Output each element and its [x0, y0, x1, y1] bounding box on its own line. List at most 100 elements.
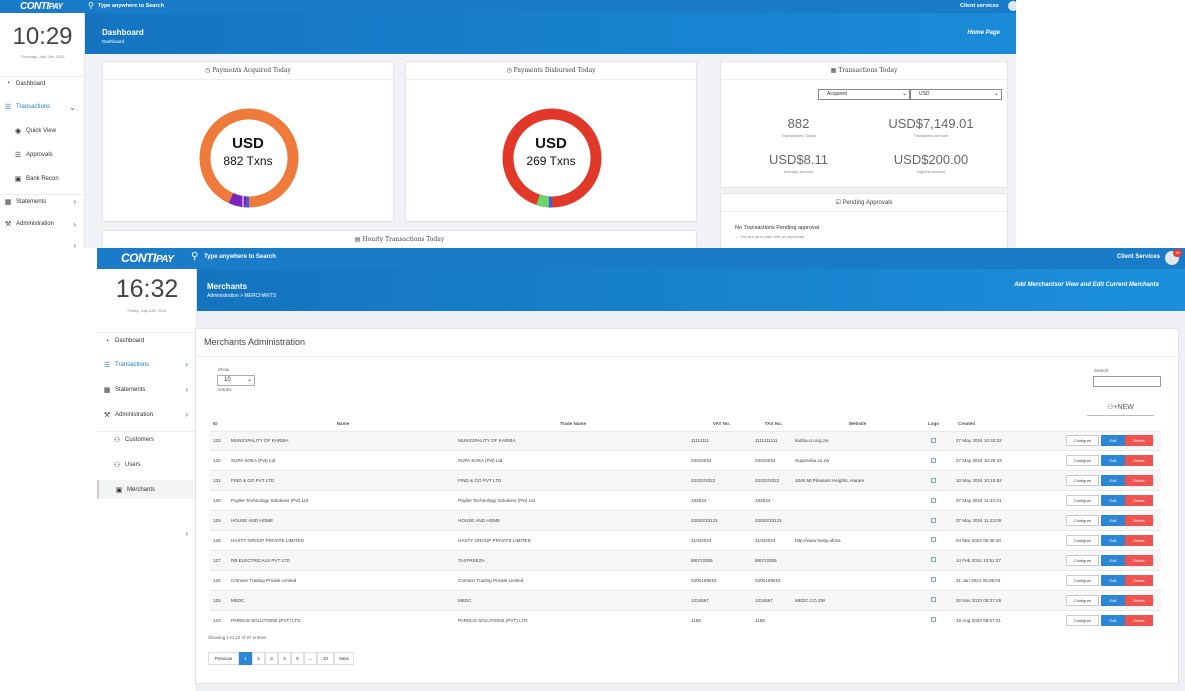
sidebar-item-bank-recon[interactable]: ▣ Bank Recon [14, 176, 59, 183]
page-1[interactable]: 1 [239, 652, 252, 665]
edit-button[interactable]: Edit [1101, 594, 1125, 606]
new-merchant-button[interactable]: ⚇+NEW [1087, 400, 1154, 416]
edit-button[interactable]: Edit [1101, 455, 1125, 467]
edit-button[interactable]: Edit [1101, 475, 1125, 487]
cell-name: MUNICIPALITY OF KARIBA [228, 430, 455, 451]
delete-button[interactable]: Delete [1125, 475, 1153, 487]
configure-button[interactable]: Configure [1066, 515, 1099, 526]
col-created[interactable]: Created [958, 421, 976, 427]
configure-button[interactable]: Configure [1066, 455, 1099, 467]
edit-button[interactable]: Edit [1101, 534, 1125, 546]
cell-created: 14 Feb 2024 10:51:27 [944, 549, 1046, 571]
delete-button[interactable]: Delete [1125, 534, 1153, 546]
page-next[interactable]: Next [334, 652, 354, 665]
edit-button[interactable]: Edit [1101, 614, 1125, 626]
col-website[interactable]: Website [848, 421, 867, 427]
sidebar-item-merchants[interactable]: ▣ Merchants [97, 480, 196, 499]
client-services-link[interactable]: Client services [960, 3, 999, 9]
col-vat[interactable]: VAT No. [712, 421, 731, 427]
panel-title: ◷ Payments Acquired Today [103, 62, 393, 80]
configure-button[interactable]: Configure [1066, 495, 1099, 507]
col-name[interactable]: Name [336, 421, 350, 427]
sidebar-item-dashboard[interactable]: ◔ Dashboard [0, 76, 84, 90]
col-logo[interactable]: Logo [927, 421, 940, 427]
page-5[interactable]: 5 [291, 652, 304, 665]
avatar[interactable] [1008, 1, 1016, 11]
page-4[interactable]: 4 [278, 652, 291, 665]
edit-button[interactable]: Edit [1101, 435, 1125, 447]
chevron-right-icon: › [73, 219, 76, 229]
list-icon: ☰ [103, 361, 111, 369]
sidebar-item-transactions[interactable]: ☰ Transactions ⌄ [4, 102, 76, 112]
configure-button[interactable]: Configure [1066, 475, 1099, 487]
sidebar-item-customers[interactable]: ⚇ Customers [97, 431, 196, 448]
sidebar-item-users[interactable]: ⚇ Users [113, 461, 141, 469]
edit-button[interactable]: Edit [1101, 574, 1125, 586]
client-services-link[interactable]: Client Services [1117, 254, 1161, 260]
pending-approvals-panel: ☑ Pending Approvals No Transactions Pend… [720, 193, 1008, 248]
sidebar-item-administration[interactable]: ⚒ Administration › [103, 410, 188, 419]
currency-select[interactable]: USD ⌄ [910, 89, 1002, 100]
cell-created: 18 Aug 2023 09:57:21 [944, 609, 1046, 630]
chevron-right-icon: › [185, 360, 188, 369]
stat-amount: USD$7,149.01 Transacted Amount [888, 116, 974, 138]
delete-button[interactable]: Delete [1125, 515, 1153, 526]
page-10[interactable]: 10 [317, 652, 334, 665]
configure-button[interactable]: Configure [1066, 574, 1099, 586]
configure-button[interactable]: Configure [1066, 614, 1099, 626]
col-trade-name[interactable]: Trade Name [559, 421, 587, 427]
configure-button[interactable]: Configure [1066, 534, 1099, 546]
search-input[interactable]: Type anywhere to Search [98, 3, 164, 9]
sidebar-item-approvals[interactable]: ☰ Approvals [14, 152, 53, 159]
configure-button[interactable]: Configure [1066, 435, 1099, 447]
delete-button[interactable]: Delete [1125, 435, 1153, 447]
sidebar-item-statements[interactable]: ▦ Statements › [0, 194, 84, 208]
cell-name: RB ELECTRICALS PVT LTD [228, 549, 455, 571]
disbursed-txns: 269 Txns [526, 154, 576, 168]
sidebar: 16:32 Friday, July 12th 2024 ◔ Dashboard … [97, 269, 197, 691]
cell-trade-name: PARDUS SOLUTIONS (PVT) LTD [455, 609, 688, 630]
page-previous[interactable]: Previous [208, 652, 239, 665]
sidebar-item-administration[interactable]: ⚒ Administration › [4, 219, 76, 229]
search-icon[interactable]: ⚲ [191, 251, 199, 262]
configure-button[interactable]: Configure [1066, 594, 1099, 606]
edit-button[interactable]: Edit [1101, 515, 1125, 526]
entries-select[interactable]: 10 ⌄ [217, 375, 255, 386]
edit-button[interactable]: Edit [1101, 554, 1125, 566]
pending-text: No Transactions Pending approval [735, 225, 820, 231]
cell-trade-name: MUNICIPALITY OF KARIBA [455, 430, 688, 451]
clock-date: Friday, July 12th 2024 [127, 308, 167, 313]
delete-button[interactable]: Delete [1125, 594, 1153, 606]
sidebar-item-transactions[interactable]: ☰ Transactions › [103, 360, 188, 369]
delete-button[interactable]: Delete [1125, 614, 1153, 626]
sidebar-item-quick-view[interactable]: ◉ Quick View [14, 128, 56, 135]
page-3[interactable]: 3 [265, 652, 278, 665]
col-tax[interactable]: TAX No. [764, 421, 783, 427]
home-page-link[interactable]: Home Page [967, 30, 1000, 36]
cell-tax: 31042023 [752, 529, 792, 551]
configure-button[interactable]: Configure [1066, 554, 1099, 566]
cell-vat: 1195 [688, 609, 752, 630]
page-2[interactable]: 2 [252, 652, 265, 665]
cell-website [792, 569, 920, 591]
delete-button[interactable]: Delete [1125, 455, 1153, 467]
transactions-today-panel: ▦ Transactions Today Acquired ⌄ USD ⌄ 882 T… [720, 61, 1008, 188]
delete-button[interactable]: Delete [1125, 554, 1153, 566]
search-input[interactable]: Type anywhere to Search [204, 254, 276, 260]
col-id[interactable]: ID [213, 421, 218, 427]
delete-button[interactable]: Delete [1125, 574, 1153, 586]
table-search-input[interactable] [1093, 376, 1161, 387]
cell-created: 04 Mar 2024 06:36:40 [944, 529, 1046, 551]
sidebar-item-statements[interactable]: ▦ Statements › [103, 385, 188, 394]
cell-tax: 1195 [752, 609, 792, 630]
search-icon[interactable]: ⚲ [88, 1, 94, 10]
sidebar-collapse[interactable]: › [97, 528, 196, 538]
edit-button[interactable]: Edit [1101, 495, 1125, 507]
delete-button[interactable]: Delete [1125, 495, 1153, 507]
cell-trade-name: HASTY GROUP PRIVATE LIMITED [455, 529, 688, 551]
sidebar-item-dashboard[interactable]: ◔ Dashboard [97, 332, 196, 349]
cell-logo [920, 589, 944, 611]
transaction-type-select[interactable]: Acquired ⌄ [818, 89, 910, 100]
cell-created: 27 May 2024 10:40:22 [944, 430, 1046, 451]
sidebar-collapse[interactable]: › [0, 240, 84, 249]
